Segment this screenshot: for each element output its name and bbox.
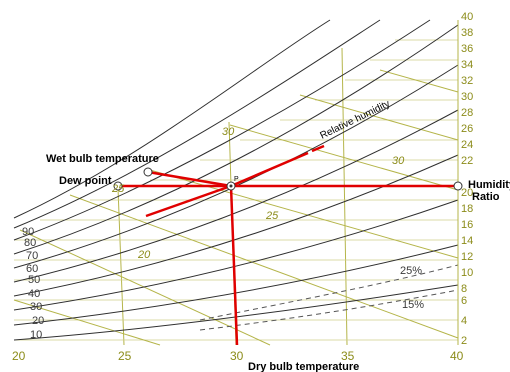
humidity-ratio-label-line2: Ratio <box>472 191 500 203</box>
wet-bulb-marker <box>143 167 153 177</box>
wet-bulb-labels: 20 25 30 25 30 <box>111 126 405 261</box>
svg-text:24: 24 <box>461 139 473 151</box>
relative-humidity-tick-labels: 10 20 30 40 50 60 70 80 90 <box>22 226 44 341</box>
svg-text:20: 20 <box>461 187 473 199</box>
svg-text:34: 34 <box>461 59 473 71</box>
humidity-ratio-marker <box>453 181 463 191</box>
svg-text:26: 26 <box>461 123 473 135</box>
svg-text:12: 12 <box>461 251 473 263</box>
wet-bulb-temperature-label: Wet bulb temperature <box>46 153 159 165</box>
svg-text:30: 30 <box>230 349 244 363</box>
svg-text:10: 10 <box>461 267 473 279</box>
svg-text:30: 30 <box>461 91 473 103</box>
svg-text:20: 20 <box>12 349 26 363</box>
rh-label-15: 15% <box>402 299 424 311</box>
svg-text:30: 30 <box>392 155 405 167</box>
svg-text:70: 70 <box>26 250 38 262</box>
relative-humidity-curves <box>13 19 459 341</box>
svg-text:6: 6 <box>461 295 467 307</box>
svg-text:2: 2 <box>461 335 467 347</box>
state-point-label: P <box>234 176 239 183</box>
svg-text:18: 18 <box>461 203 473 215</box>
svg-text:16: 16 <box>461 219 473 231</box>
svg-text:20: 20 <box>32 315 44 327</box>
svg-text:50: 50 <box>28 274 40 286</box>
svg-text:14: 14 <box>461 235 473 247</box>
svg-text:28: 28 <box>461 107 473 119</box>
svg-text:25: 25 <box>265 210 279 222</box>
svg-text:32: 32 <box>461 75 473 87</box>
svg-text:40: 40 <box>450 349 464 363</box>
dry-bulb-tick-labels: 20 25 30 35 40 <box>12 349 464 363</box>
svg-text:4: 4 <box>461 315 467 327</box>
svg-text:10: 10 <box>30 329 42 341</box>
svg-text:8: 8 <box>461 283 467 295</box>
svg-text:40: 40 <box>28 288 40 300</box>
svg-text:80: 80 <box>24 237 36 249</box>
humidity-ratio-tick-labels: 2 4 6 8 10 12 14 16 18 20 22 24 26 28 30… <box>461 11 473 347</box>
svg-text:25: 25 <box>118 349 132 363</box>
dew-point-label: Dew point <box>59 175 112 187</box>
svg-text:60: 60 <box>26 263 38 275</box>
humidity-ratio-label-line1: Humidity <box>468 179 510 191</box>
state-point-center <box>229 184 233 188</box>
state-point-construction <box>118 144 458 346</box>
svg-text:35: 35 <box>341 349 355 363</box>
svg-text:22: 22 <box>461 155 473 167</box>
svg-text:36: 36 <box>461 43 473 55</box>
rh-label-25: 25% <box>400 265 422 277</box>
svg-text:40: 40 <box>461 11 473 23</box>
svg-text:30: 30 <box>30 301 42 313</box>
svg-text:90: 90 <box>22 226 34 238</box>
svg-text:30: 30 <box>222 126 235 138</box>
svg-text:38: 38 <box>461 27 473 39</box>
dew-point-marker <box>113 181 123 191</box>
wet-bulb-gridlines <box>13 69 459 346</box>
dry-bulb-temperature-label: Dry bulb temperature <box>248 361 359 372</box>
svg-text:20: 20 <box>137 249 151 261</box>
svg-text:25: 25 <box>111 183 125 195</box>
